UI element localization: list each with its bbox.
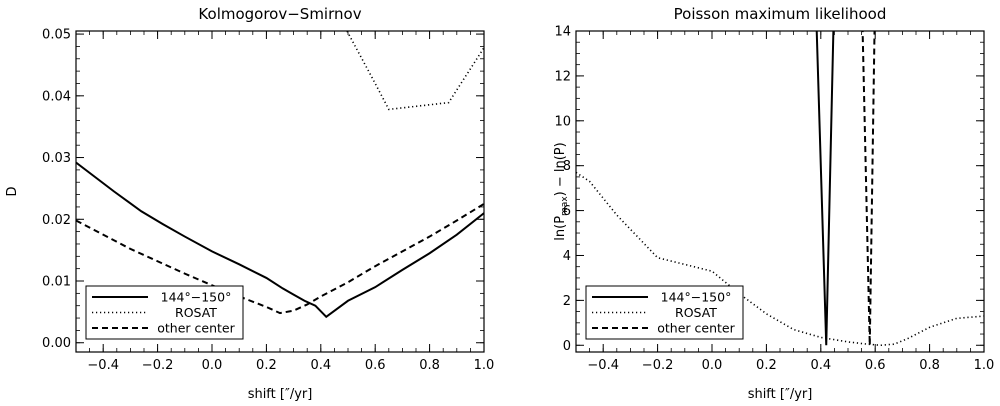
x-tick-label: 0.4 [310,358,331,373]
series-line-dashed [76,202,484,315]
legend-label: 144°−150° [661,290,732,305]
x-tick-label: −0.2 [142,358,174,373]
y-axis-title: D [5,186,20,196]
x-tick-label: 0.6 [365,358,386,373]
legend-label: ROSAT [175,305,217,320]
y-tick-label: 10 [554,114,571,129]
y-tick-label: 6 [563,204,571,219]
x-tick-label: 0.8 [419,358,440,373]
y-axis-title-main: ln(P [553,216,568,241]
y-axis-title-main: D [5,186,20,196]
y-axis-title-tail: ) − ln(P) [553,142,568,196]
y-tick-label: 0.05 [42,28,71,43]
y-tick-label: 0.00 [42,336,71,351]
x-tick-label: 1.0 [974,358,995,373]
series-line-dotted [576,171,984,347]
y-tick-label: 12 [554,69,571,84]
x-tick-label: −0.4 [87,358,119,373]
x-tick-label: 1.0 [474,358,495,373]
y-tick-label: 2 [563,294,571,309]
x-tick-label: 0.4 [810,358,831,373]
y-tick-label: 0.03 [42,151,71,166]
y-tick-label: 0.04 [42,89,71,104]
chart-panel-ks: Kolmogorov−Smirnov −0.4 −0.2 0.0 0.2 0.4 0.6 0.… [5,5,495,402]
x-tick-label: 0.0 [202,358,223,373]
x-tick-label: 0.2 [256,358,277,373]
chart-title: Poisson maximum likelihood [674,5,887,23]
chart-title: Kolmogorov−Smirnov [198,5,361,23]
x-tick-label: 0.8 [919,358,940,373]
y-axis-title-sub: max [560,196,570,216]
legend-label: 144°−150° [161,290,232,305]
x-tick-label: 0.2 [756,358,777,373]
x-tick-label: 0.0 [702,358,723,373]
series-line-solid [76,161,484,319]
x-tick-label: 0.6 [865,358,886,373]
legend-label: other center [157,321,235,336]
series-line-solid [815,31,835,346]
y-tick-label: 14 [554,25,571,40]
x-tick-label: −0.2 [642,358,674,373]
y-axis-title: ln(Pmax) − ln(P) [553,142,570,240]
y-tick-label: 0 [563,339,571,354]
x-axis-title: shift [″/yr] [248,387,313,402]
y-tick-label: 0.01 [42,275,71,290]
y-tick-label: 8 [563,159,571,174]
legend-label: ROSAT [675,305,717,320]
y-tick-label: 0.02 [42,213,71,228]
series-group [576,31,984,347]
legend-label: other center [657,321,735,336]
y-tick-label: 4 [563,249,571,264]
series-line-dashed [861,31,876,346]
x-tick-label: −0.4 [587,358,619,373]
chart-panel-poisson: Poisson maximum likelihood −0.4 −0.2 0.0 0.2… [553,5,995,402]
series-group [76,31,484,319]
x-axis-title: shift [″/yr] [748,387,813,402]
